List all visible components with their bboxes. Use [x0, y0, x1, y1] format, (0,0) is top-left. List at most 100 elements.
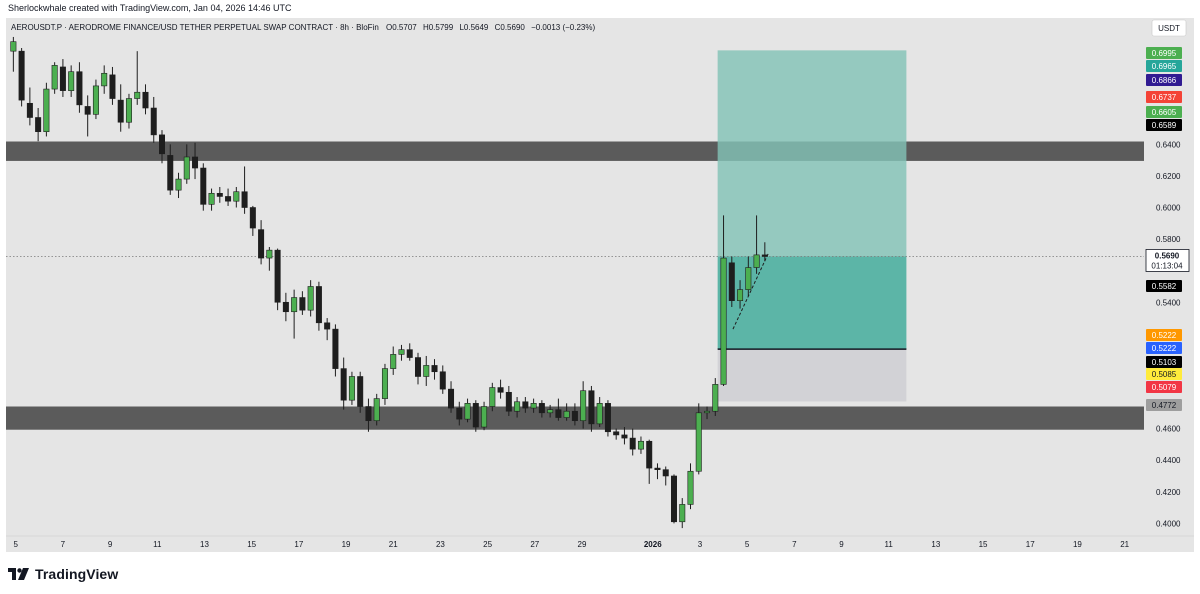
candle-body-down: [670, 475, 677, 523]
candle: [373, 393, 380, 426]
price-axis[interactable]: USDT 0.6400 0.6200 0.6000 0.5800 0.5400 0.460…: [1144, 18, 1194, 536]
candle-body-up: [10, 41, 17, 52]
currency-button[interactable]: [1151, 19, 1187, 37]
chart-frame[interactable]: AEROUSDT.P · AERODROME FINANCE/USD TETHE…: [6, 18, 1194, 552]
ohlc-high: 0.5799: [429, 23, 454, 32]
candle: [299, 291, 306, 315]
candle: [712, 378, 719, 416]
candle-body-down: [662, 469, 669, 477]
chart-title: AEROUSDT.P · AERODROME FINANCE/USD TETHE…: [11, 23, 379, 32]
candle-body-down: [241, 191, 248, 208]
candle: [167, 144, 174, 195]
target-area[interactable]: [717, 50, 907, 257]
candle-body-up: [266, 249, 273, 259]
candle: [340, 357, 347, 410]
price-tag-background: [1146, 60, 1182, 72]
price-tag-background: [1146, 368, 1182, 380]
ohlc-change: −0.0013 (−0.23%): [531, 23, 595, 32]
candle: [183, 144, 190, 184]
candle-body-down: [439, 371, 446, 390]
candle: [464, 398, 471, 423]
candle: [282, 292, 289, 322]
candle: [216, 186, 223, 203]
candle-body-down: [472, 403, 479, 428]
candle-body-down: [299, 297, 306, 311]
price-tag: 0.5103: [1146, 356, 1182, 368]
candle: [737, 280, 744, 309]
x-tick-label: 21: [1120, 540, 1129, 549]
candle-body-up: [695, 412, 702, 472]
price-tag-background: [1146, 106, 1182, 118]
candle: [472, 400, 479, 432]
price-tag-label: 0.6965: [1152, 62, 1177, 71]
attribution-caption: Sherlockwhale created with TradingView.c…: [8, 3, 292, 13]
price-tags: 0.6995 0.6965 0.6866 0.6737 0.6605 0.6589 0.55…: [1146, 47, 1182, 411]
x-tick-label: 11: [153, 540, 162, 549]
time-axis[interactable]: 5 7 9 11 13 15 17 19 21 23 25 27 29 2026 3 5 7 9 11 13 15 17 1…: [6, 535, 1194, 549]
candle: [439, 365, 446, 394]
y-tick-label: 0.4200: [1156, 488, 1181, 497]
candle-body-up: [637, 440, 644, 450]
candle-body-down: [588, 390, 595, 425]
candle: [92, 79, 99, 120]
candle-body-up: [183, 156, 190, 180]
x-tick-label: 9: [108, 540, 113, 549]
candle-body-up: [175, 178, 182, 191]
price-tag-label: 0.5222: [1152, 331, 1177, 340]
candle-body-down: [728, 262, 735, 301]
y-tick-label: 0.6200: [1156, 172, 1181, 181]
position-tool[interactable]: [717, 50, 907, 402]
candle: [84, 95, 91, 137]
dashed-trend-line: [732, 253, 769, 330]
candle: [538, 400, 545, 418]
candle-body-down: [604, 403, 611, 433]
candle-body-up: [530, 403, 537, 409]
candle: [604, 400, 611, 437]
candle: [571, 403, 578, 426]
x-tick-label: 15: [247, 540, 256, 549]
candle-body-down: [159, 134, 166, 155]
candle: [381, 363, 388, 405]
candle: [208, 188, 215, 211]
x-tick-label: 19: [342, 540, 351, 549]
candle: [109, 66, 116, 105]
price-tag: 0.6866: [1146, 74, 1182, 86]
tradingview-logo[interactable]: TradingView: [8, 566, 118, 582]
candle-body-up: [547, 409, 554, 414]
price-tag: 0.6995: [1146, 47, 1182, 59]
x-tick-label: 5: [745, 540, 750, 549]
price-tag: 0.6605: [1146, 106, 1182, 118]
candles-layer: [10, 36, 768, 529]
candle: [125, 93, 132, 129]
candle: [670, 474, 677, 524]
candle-body-down: [18, 50, 25, 101]
candle-body-up: [580, 390, 587, 422]
price-tag-label: 0.6995: [1152, 49, 1177, 58]
chart-background: [6, 18, 1194, 552]
candle-body-up: [514, 401, 521, 412]
chart-header: AEROUSDT.P · AERODROME FINANCE/USD TETHE…: [11, 23, 595, 32]
candle: [134, 51, 141, 105]
x-tick-label: 5: [13, 540, 18, 549]
candle-body-up: [43, 88, 50, 133]
candle-body-down: [431, 365, 438, 373]
candle-body-up: [712, 384, 719, 412]
candle: [225, 188, 232, 206]
candle: [26, 87, 33, 126]
candle-body-up: [398, 349, 405, 355]
candle: [315, 281, 322, 331]
candle: [233, 186, 240, 208]
svg-text:AEROUSDT.P · AERODROME FINANCE: AEROUSDT.P · AERODROME FINANCE/USD TETHE…: [11, 23, 595, 32]
candle-body-up: [233, 191, 240, 202]
candle-body-up: [390, 354, 397, 369]
candle: [481, 401, 488, 431]
candle: [662, 466, 669, 486]
candlestick-chart[interactable]: AEROUSDT.P · AERODROME FINANCE/USD TETHE…: [6, 18, 1194, 552]
candle-body-up: [596, 403, 603, 425]
stop-area[interactable]: [717, 349, 907, 402]
x-tick-label: 19: [1073, 540, 1082, 549]
candle-body-down: [406, 349, 413, 358]
candle-body-down: [84, 106, 91, 115]
candle-body-down: [414, 357, 421, 377]
